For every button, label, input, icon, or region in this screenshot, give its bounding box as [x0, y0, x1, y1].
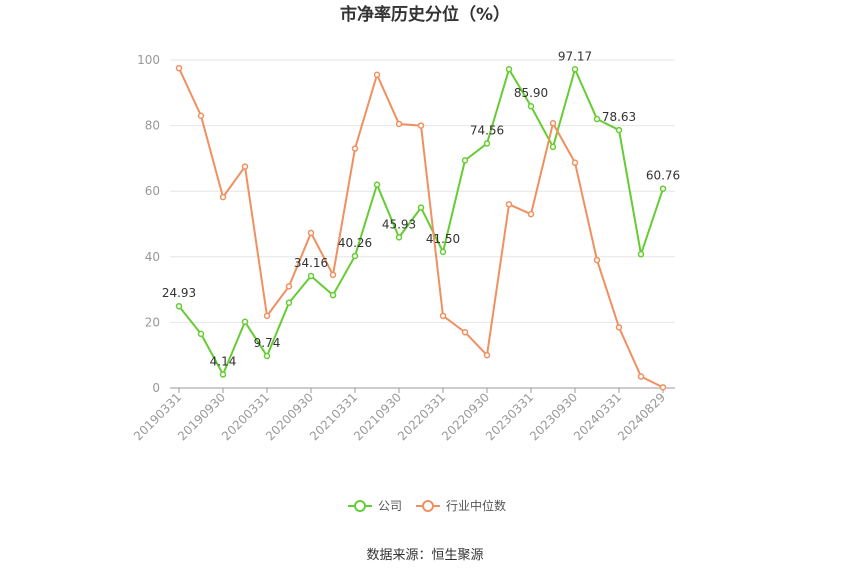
series-0-point [527, 102, 535, 110]
series-1-point [549, 120, 557, 127]
data-label: 78.63 [602, 110, 636, 124]
series-1-point [527, 210, 535, 218]
series-0-point [395, 234, 403, 241]
y-tick-label: 80 [145, 119, 160, 133]
series-0-point [307, 272, 315, 280]
legend-label: 公司 [378, 499, 402, 513]
x-tick-label: 20240829 [615, 390, 668, 443]
series-0-point [197, 330, 205, 338]
series-1-point [483, 351, 491, 359]
series-1-point [241, 163, 249, 170]
series-0-point [175, 302, 183, 310]
series-0-point [593, 115, 601, 123]
data-label: 85.90 [514, 86, 548, 100]
legend-marker [354, 500, 366, 512]
series-1-point [417, 122, 425, 129]
y-tick-label: 0 [152, 381, 160, 395]
legend: 公司 行业中位数 [348, 498, 506, 513]
series-1-point [593, 256, 601, 264]
series-0-point [285, 299, 293, 306]
series-0-point [637, 250, 645, 258]
series-0-point [417, 204, 425, 211]
series-1-point [571, 159, 579, 166]
series-1-point [197, 112, 205, 120]
chart-title: 市净率历史分位（%） [340, 4, 510, 25]
series-layer [175, 64, 667, 391]
series-0-point [615, 126, 623, 134]
series-1-point [285, 283, 293, 290]
chart-source: 数据来源：恒生聚源 [366, 548, 483, 563]
series-0-point [505, 66, 513, 73]
data-label: 45.93 [382, 217, 416, 231]
series-1-point [329, 271, 337, 279]
y-tick-label: 60 [145, 184, 160, 198]
y-tick-label: 100 [137, 53, 160, 67]
data-label: 74.56 [470, 123, 504, 137]
data-label: 97.17 [558, 49, 592, 63]
series-0-point [483, 140, 491, 147]
series-0-point [373, 181, 381, 188]
legend-marker [422, 500, 434, 512]
series-1-point [263, 312, 271, 320]
legend-item-0[interactable]: 公司 [348, 499, 402, 513]
series-1-point [615, 324, 623, 331]
grid-layer [170, 59, 675, 323]
data-label: 4.14 [210, 354, 237, 368]
data-label: 24.93 [162, 286, 196, 300]
series-1-point [219, 193, 227, 201]
series-0-point [241, 318, 249, 325]
series-1-point [351, 145, 359, 152]
series-1-point [439, 312, 447, 320]
series-0-point [263, 352, 271, 360]
data-label: 41.50 [426, 232, 460, 246]
series-line-1 [178, 67, 664, 389]
series-1-point [461, 328, 469, 336]
series-line-0 [178, 68, 664, 376]
series-1-point [307, 229, 315, 237]
series-1-point [175, 64, 183, 72]
data-label: 40.26 [338, 236, 372, 250]
series-0-point [351, 252, 359, 260]
series-1-point [637, 373, 645, 380]
series-1-point [659, 384, 667, 391]
series-0-point [571, 66, 579, 73]
y-tick-label: 40 [145, 250, 160, 264]
legend-item-1[interactable]: 行业中位数 [416, 498, 506, 513]
data-label-layer: 24.93 4.14 9.74 34.16 40.26 45.93 41.50 74.56 85… [162, 49, 680, 368]
data-label: 34.16 [294, 256, 328, 270]
data-label: 60.76 [646, 169, 680, 183]
y-tick-label: 20 [145, 315, 160, 329]
series-0-point [659, 185, 667, 192]
data-label: 9.74 [254, 336, 281, 350]
series-1-point [395, 120, 403, 128]
series-0-point [549, 143, 557, 151]
series-1-point [505, 201, 513, 208]
legend-label: 行业中位数 [446, 498, 506, 513]
series-1-point [373, 71, 381, 79]
series-0-point [439, 248, 447, 256]
series-0-point [329, 291, 337, 299]
series-0-point [219, 371, 227, 378]
series-0-point [461, 157, 469, 164]
